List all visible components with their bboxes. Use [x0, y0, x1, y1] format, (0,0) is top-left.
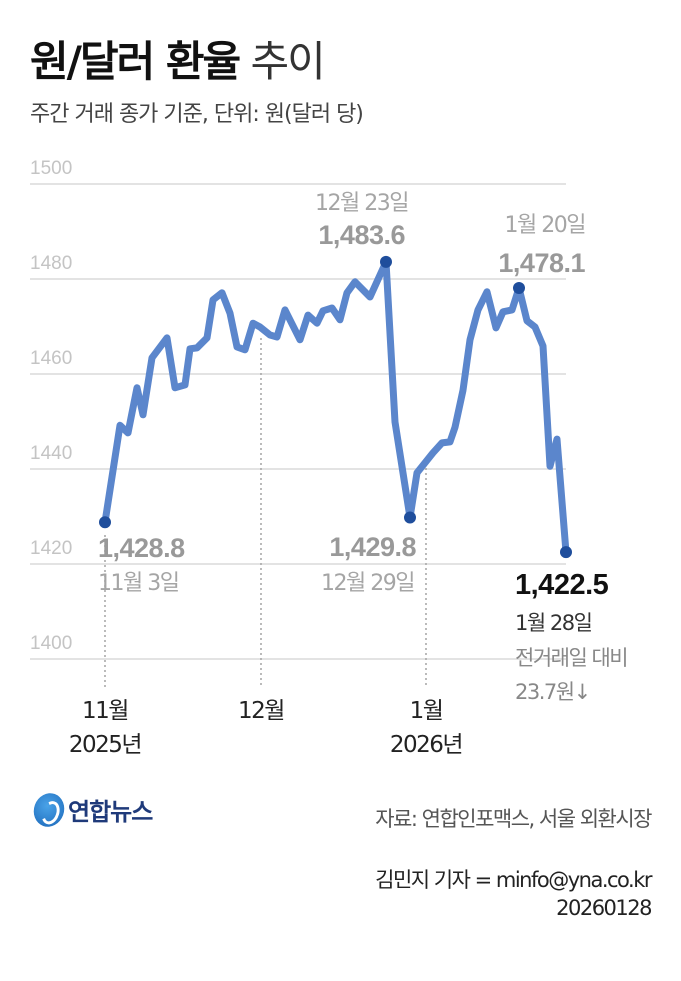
- last-date: 1월 28일: [515, 611, 592, 635]
- peak2-date: 1월 20일: [505, 213, 586, 238]
- start-date: 11월 3일: [98, 571, 179, 596]
- rate-line: [101, 258, 570, 556]
- peak1-marker: [380, 255, 392, 268]
- yonhap-logo-icon: [29, 788, 69, 831]
- trough-date: 12월 29일: [321, 571, 414, 596]
- yonhap-logo: 연합뉴스: [29, 788, 153, 831]
- y-tick-1400: 1400: [30, 633, 72, 654]
- date-code: 20260128: [556, 896, 652, 920]
- last-marker: [560, 546, 572, 559]
- start-marker: [99, 516, 111, 529]
- gridlines: [30, 183, 566, 660]
- y-tick-1480: 1480: [30, 253, 72, 274]
- title-main: 원/달러 환율: [30, 37, 241, 86]
- peak1-value: 1,483.6: [318, 220, 405, 250]
- x-label-jan: 1월: [410, 698, 443, 724]
- start-value: 1,428.8: [98, 533, 185, 563]
- highlight-markers: [99, 255, 572, 559]
- x-label-nov: 11월: [82, 698, 128, 724]
- title-suffix: 추이: [250, 37, 326, 86]
- logo-text: 연합뉴스: [68, 798, 153, 826]
- last-note-2: 23.7원↓: [515, 680, 590, 704]
- x-label-2025: 2025년: [69, 732, 141, 758]
- trough-marker: [404, 511, 416, 524]
- page-title: 원/달러 환율 추이: [30, 34, 326, 90]
- y-tick-1420: 1420: [30, 538, 72, 559]
- subtitle: 주간 거래 종가 기준, 단위: 원(달러 당): [30, 102, 364, 127]
- y-tick-1440: 1440: [30, 443, 72, 464]
- reporter-credit: 김민지 기자 = minfo@yna.co.kr: [375, 868, 652, 892]
- peak1-date: 12월 23일: [315, 191, 408, 216]
- y-tick-1500: 1500: [30, 158, 72, 179]
- peak2-value: 1,478.1: [498, 248, 585, 278]
- y-axis-ticks: 1400 1420 1440 1460 1480 1500: [30, 158, 72, 654]
- credit: 김민지 기자 = minfo@yna.co.kr 20260128: [375, 866, 652, 922]
- last-note-1: 전거래일 대비: [515, 646, 627, 670]
- month-dividers: [104, 338, 427, 688]
- x-label-2026: 2026년: [390, 732, 462, 758]
- last-value: 1,422.5: [515, 569, 609, 601]
- source-note: 자료: 연합인포맥스, 서울 외환시장: [375, 807, 652, 831]
- x-label-dec: 12월: [238, 698, 284, 724]
- trough-value: 1,429.8: [329, 532, 416, 562]
- peak2-marker: [513, 282, 525, 295]
- y-tick-1460: 1460: [30, 348, 72, 369]
